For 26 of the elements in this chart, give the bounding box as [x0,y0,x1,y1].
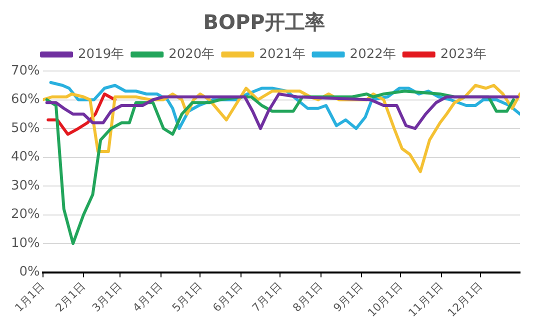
chart-title: BOPP开工率 [203,10,325,34]
y-tick-label: 20% [10,207,40,222]
x-tick-label: 10月1日 [365,280,405,320]
y-tick-label: 10% [10,236,40,251]
x-tick-label: 9月1日 [330,280,366,315]
x-tick-label: 12月1日 [445,280,485,320]
legend-label: 2020年 [168,46,215,62]
x-tick-label: 3月1日 [90,280,124,315]
x-tick-label: 6月1日 [210,280,245,315]
legend-label: 2021年 [259,46,306,62]
legend-label: 2022年 [350,46,396,62]
x-tick-label: 8月1日 [290,280,325,315]
legend-label: 2019年 [78,46,124,62]
y-tick-label: 50% [10,120,40,136]
x-tick-label: 4月1日 [130,280,166,315]
y-tick-label: 70% [10,63,40,78]
x-tick-label: 1月1日 [12,280,48,315]
x-tick-label: 11月1日 [406,280,446,320]
legend-label: 2023年 [440,46,486,62]
y-tick-label: 30% [10,178,40,194]
y-tick-label: 60% [10,92,40,108]
x-tick-label: 5月1日 [170,280,204,315]
x-tick-label: 2月1日 [53,280,88,315]
y-tick-label: 40% [10,150,40,165]
y-tick-label: 0% [19,264,40,280]
x-tick-label: 7月1日 [250,280,284,315]
